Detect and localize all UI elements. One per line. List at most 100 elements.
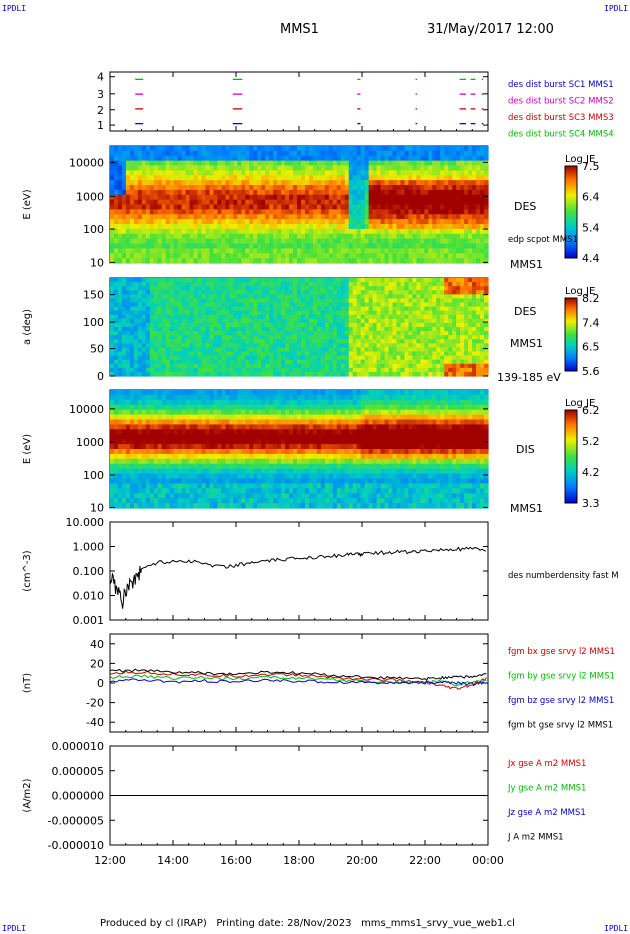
spectrogram-cell bbox=[213, 233, 219, 240]
spectrogram-cell bbox=[300, 286, 306, 291]
spectrogram-cell bbox=[221, 343, 226, 349]
spectrogram-cell bbox=[312, 214, 318, 220]
spectrogram-cell bbox=[149, 298, 155, 304]
spectrogram-cell bbox=[408, 160, 413, 167]
spectrogram-cell bbox=[328, 248, 334, 254]
spectrogram-cell bbox=[205, 290, 211, 295]
spectrogram-cell bbox=[460, 253, 465, 259]
spectrogram-cell bbox=[416, 214, 421, 220]
spectrogram-cell bbox=[257, 351, 262, 357]
spectrogram-cell bbox=[257, 150, 262, 157]
spectrogram-cell bbox=[328, 150, 334, 157]
spectrogram-cell bbox=[121, 463, 127, 470]
spectrogram-cell bbox=[428, 367, 433, 373]
spectrogram-cell bbox=[233, 160, 238, 167]
spectrogram-cell bbox=[368, 298, 374, 304]
spectrogram-cell bbox=[352, 224, 358, 230]
corner-label-top-right: IPDLI bbox=[604, 4, 629, 13]
spectrogram-cell bbox=[324, 248, 330, 254]
spectrogram-cell bbox=[137, 503, 143, 509]
spectrogram-cell bbox=[440, 314, 445, 320]
spectrogram-cell bbox=[400, 371, 406, 377]
spectrogram-cell bbox=[376, 228, 382, 235]
spectrogram-cell bbox=[388, 335, 394, 340]
spectrogram-cell bbox=[177, 180, 183, 186]
spectrogram-cell bbox=[161, 322, 167, 328]
spectrogram-cell bbox=[420, 302, 425, 308]
spectrogram-cell bbox=[484, 335, 489, 340]
spectrogram-cell bbox=[217, 343, 223, 349]
spectrogram-cell bbox=[125, 367, 131, 373]
spectrogram-cell bbox=[420, 322, 425, 328]
spectrogram-cell bbox=[257, 199, 262, 206]
spectrogram-cell bbox=[237, 199, 242, 206]
spectrogram-cell bbox=[149, 314, 155, 320]
spectrogram-cell bbox=[129, 233, 135, 240]
spectrogram-cell bbox=[241, 278, 246, 283]
spectrogram-cell bbox=[253, 298, 258, 304]
spectrogram-cell bbox=[380, 165, 386, 171]
spectrogram-cell bbox=[141, 185, 147, 191]
y-tick-label: 10 bbox=[90, 256, 104, 269]
spectrogram-cell bbox=[269, 214, 274, 220]
spectrogram-cell bbox=[193, 224, 199, 230]
spectrogram-cell bbox=[444, 253, 449, 259]
spectrogram-cell bbox=[428, 199, 433, 206]
spectrogram-cell bbox=[352, 290, 358, 295]
spectrogram-cell bbox=[185, 367, 191, 373]
spectrogram-cell bbox=[277, 204, 282, 210]
spectrogram-cell bbox=[229, 290, 234, 295]
spectrogram-cell bbox=[213, 189, 219, 196]
spectrogram-cell bbox=[249, 165, 254, 171]
spectrogram-cell bbox=[364, 209, 370, 215]
spectrogram-cell bbox=[408, 253, 413, 259]
spectrogram-cell bbox=[424, 175, 429, 181]
spectrogram-cell bbox=[372, 204, 378, 210]
spectrogram-cell bbox=[213, 209, 219, 215]
spectrogram-cell bbox=[432, 331, 437, 336]
spectrogram-cell bbox=[237, 351, 242, 357]
spectrogram-cell bbox=[165, 155, 171, 162]
y-tick-label: 100 bbox=[83, 223, 104, 236]
spectrogram-cell bbox=[297, 294, 302, 300]
spectrogram-cell bbox=[285, 306, 290, 312]
spectrogram-cell bbox=[137, 194, 143, 201]
spectrogram-cell bbox=[201, 327, 207, 332]
spectrogram-cell bbox=[209, 355, 215, 361]
spectrogram-cell bbox=[141, 228, 147, 235]
spectrogram-cell bbox=[205, 306, 211, 312]
spectrogram-cell bbox=[388, 224, 394, 230]
spectrogram-cell bbox=[121, 503, 127, 509]
spectrogram-cell bbox=[141, 189, 147, 196]
spectrogram-cell bbox=[360, 165, 366, 171]
spectrogram-cell bbox=[221, 294, 226, 300]
spectrogram-cell bbox=[456, 314, 461, 320]
spectrogram-cell bbox=[364, 214, 370, 220]
spectrogram-cell bbox=[352, 150, 358, 157]
spectrogram-cell bbox=[368, 180, 374, 186]
spectrogram-cell bbox=[332, 298, 338, 304]
spectrogram-cell bbox=[117, 150, 123, 157]
spectrogram-cell bbox=[225, 155, 230, 162]
spectrogram-cell bbox=[110, 331, 115, 336]
spectrogram-cell bbox=[245, 189, 250, 196]
spectrogram-cell bbox=[241, 290, 246, 295]
spectrogram-cell bbox=[480, 363, 485, 369]
spectrogram-cell bbox=[157, 160, 163, 167]
spectrogram-cell bbox=[364, 185, 370, 191]
spectrogram-cell bbox=[360, 371, 366, 377]
spectrogram-cell bbox=[237, 224, 242, 230]
spectrogram-cell bbox=[472, 359, 477, 365]
spectrogram-cell bbox=[133, 224, 139, 230]
spectrogram-cell bbox=[408, 150, 413, 157]
spectrogram-cell bbox=[110, 155, 115, 162]
spectrogram-cell bbox=[316, 314, 322, 320]
spectrogram-cell bbox=[316, 302, 322, 308]
spectrogram-cell bbox=[121, 170, 127, 176]
spectrogram-cell bbox=[432, 359, 437, 365]
spectrogram-cell bbox=[356, 150, 362, 157]
spectrogram-cell bbox=[113, 165, 119, 171]
spectrogram-cell bbox=[241, 180, 246, 186]
spectrogram-cell bbox=[400, 238, 406, 245]
spectrogram-cell bbox=[412, 228, 417, 235]
